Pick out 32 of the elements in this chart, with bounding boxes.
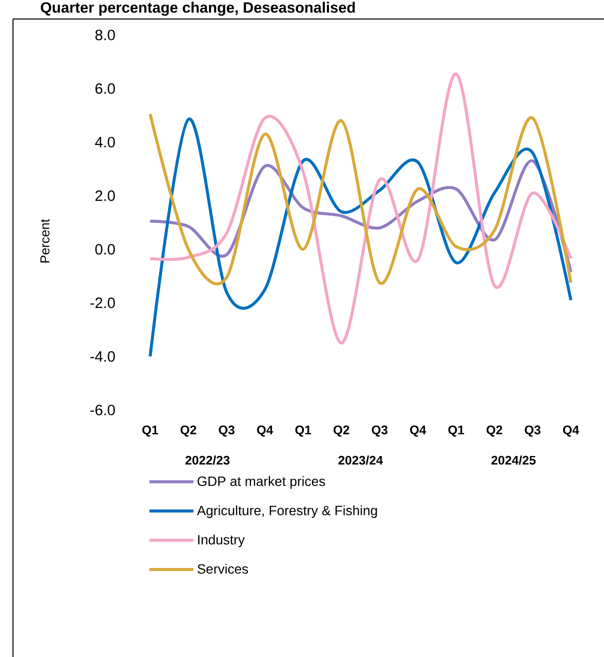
x-tick-label: Q4: [410, 426, 426, 437]
y-tick-label: -2.0: [90, 298, 115, 308]
legend-label: Services: [198, 564, 248, 574]
line-series: [148, 72, 572, 345]
x-tick-label: Q3: [218, 426, 234, 437]
y-tick-label: -4.0: [90, 351, 115, 362]
y-tick-label: 0.0: [95, 244, 115, 255]
x-tick-label: Q4: [257, 426, 274, 437]
x-tick-label: Q2: [486, 426, 502, 437]
text: 2022/23: [185, 456, 230, 465]
x-tick-label: Q2: [334, 426, 350, 437]
line-series: [148, 112, 572, 285]
y-tick-label: 2.0: [95, 190, 115, 201]
legend-label: Agriculture, Forestry & Fishing: [196, 505, 377, 518]
text: 2023/24: [338, 456, 383, 465]
chart-title: Quarter percentage change, Deseasonalised: [40, 2, 355, 16]
y-tick-label: -6.0: [90, 404, 115, 416]
x-tick-label: Q1: [142, 426, 158, 437]
x-tick-label: Q1: [448, 426, 464, 437]
line-series: [148, 118, 572, 358]
legend-label: GDP at market prices: [198, 476, 325, 489]
x-tick-label: Q1: [295, 426, 312, 437]
y-tick-label: 4.0: [95, 136, 115, 148]
y-axis-title: Percent: [40, 219, 50, 262]
y-tick-label: 6.0: [95, 83, 115, 94]
text: 2024/25: [491, 456, 536, 465]
x-tick-label: Q3: [524, 426, 540, 437]
x-tick-label: Q4: [563, 426, 580, 437]
x-tick-label: Q2: [180, 426, 196, 437]
x-tick-label: Q3: [372, 426, 388, 437]
y-tick-label: 8.0: [95, 30, 115, 40]
legend-label: Industry: [198, 534, 245, 548]
